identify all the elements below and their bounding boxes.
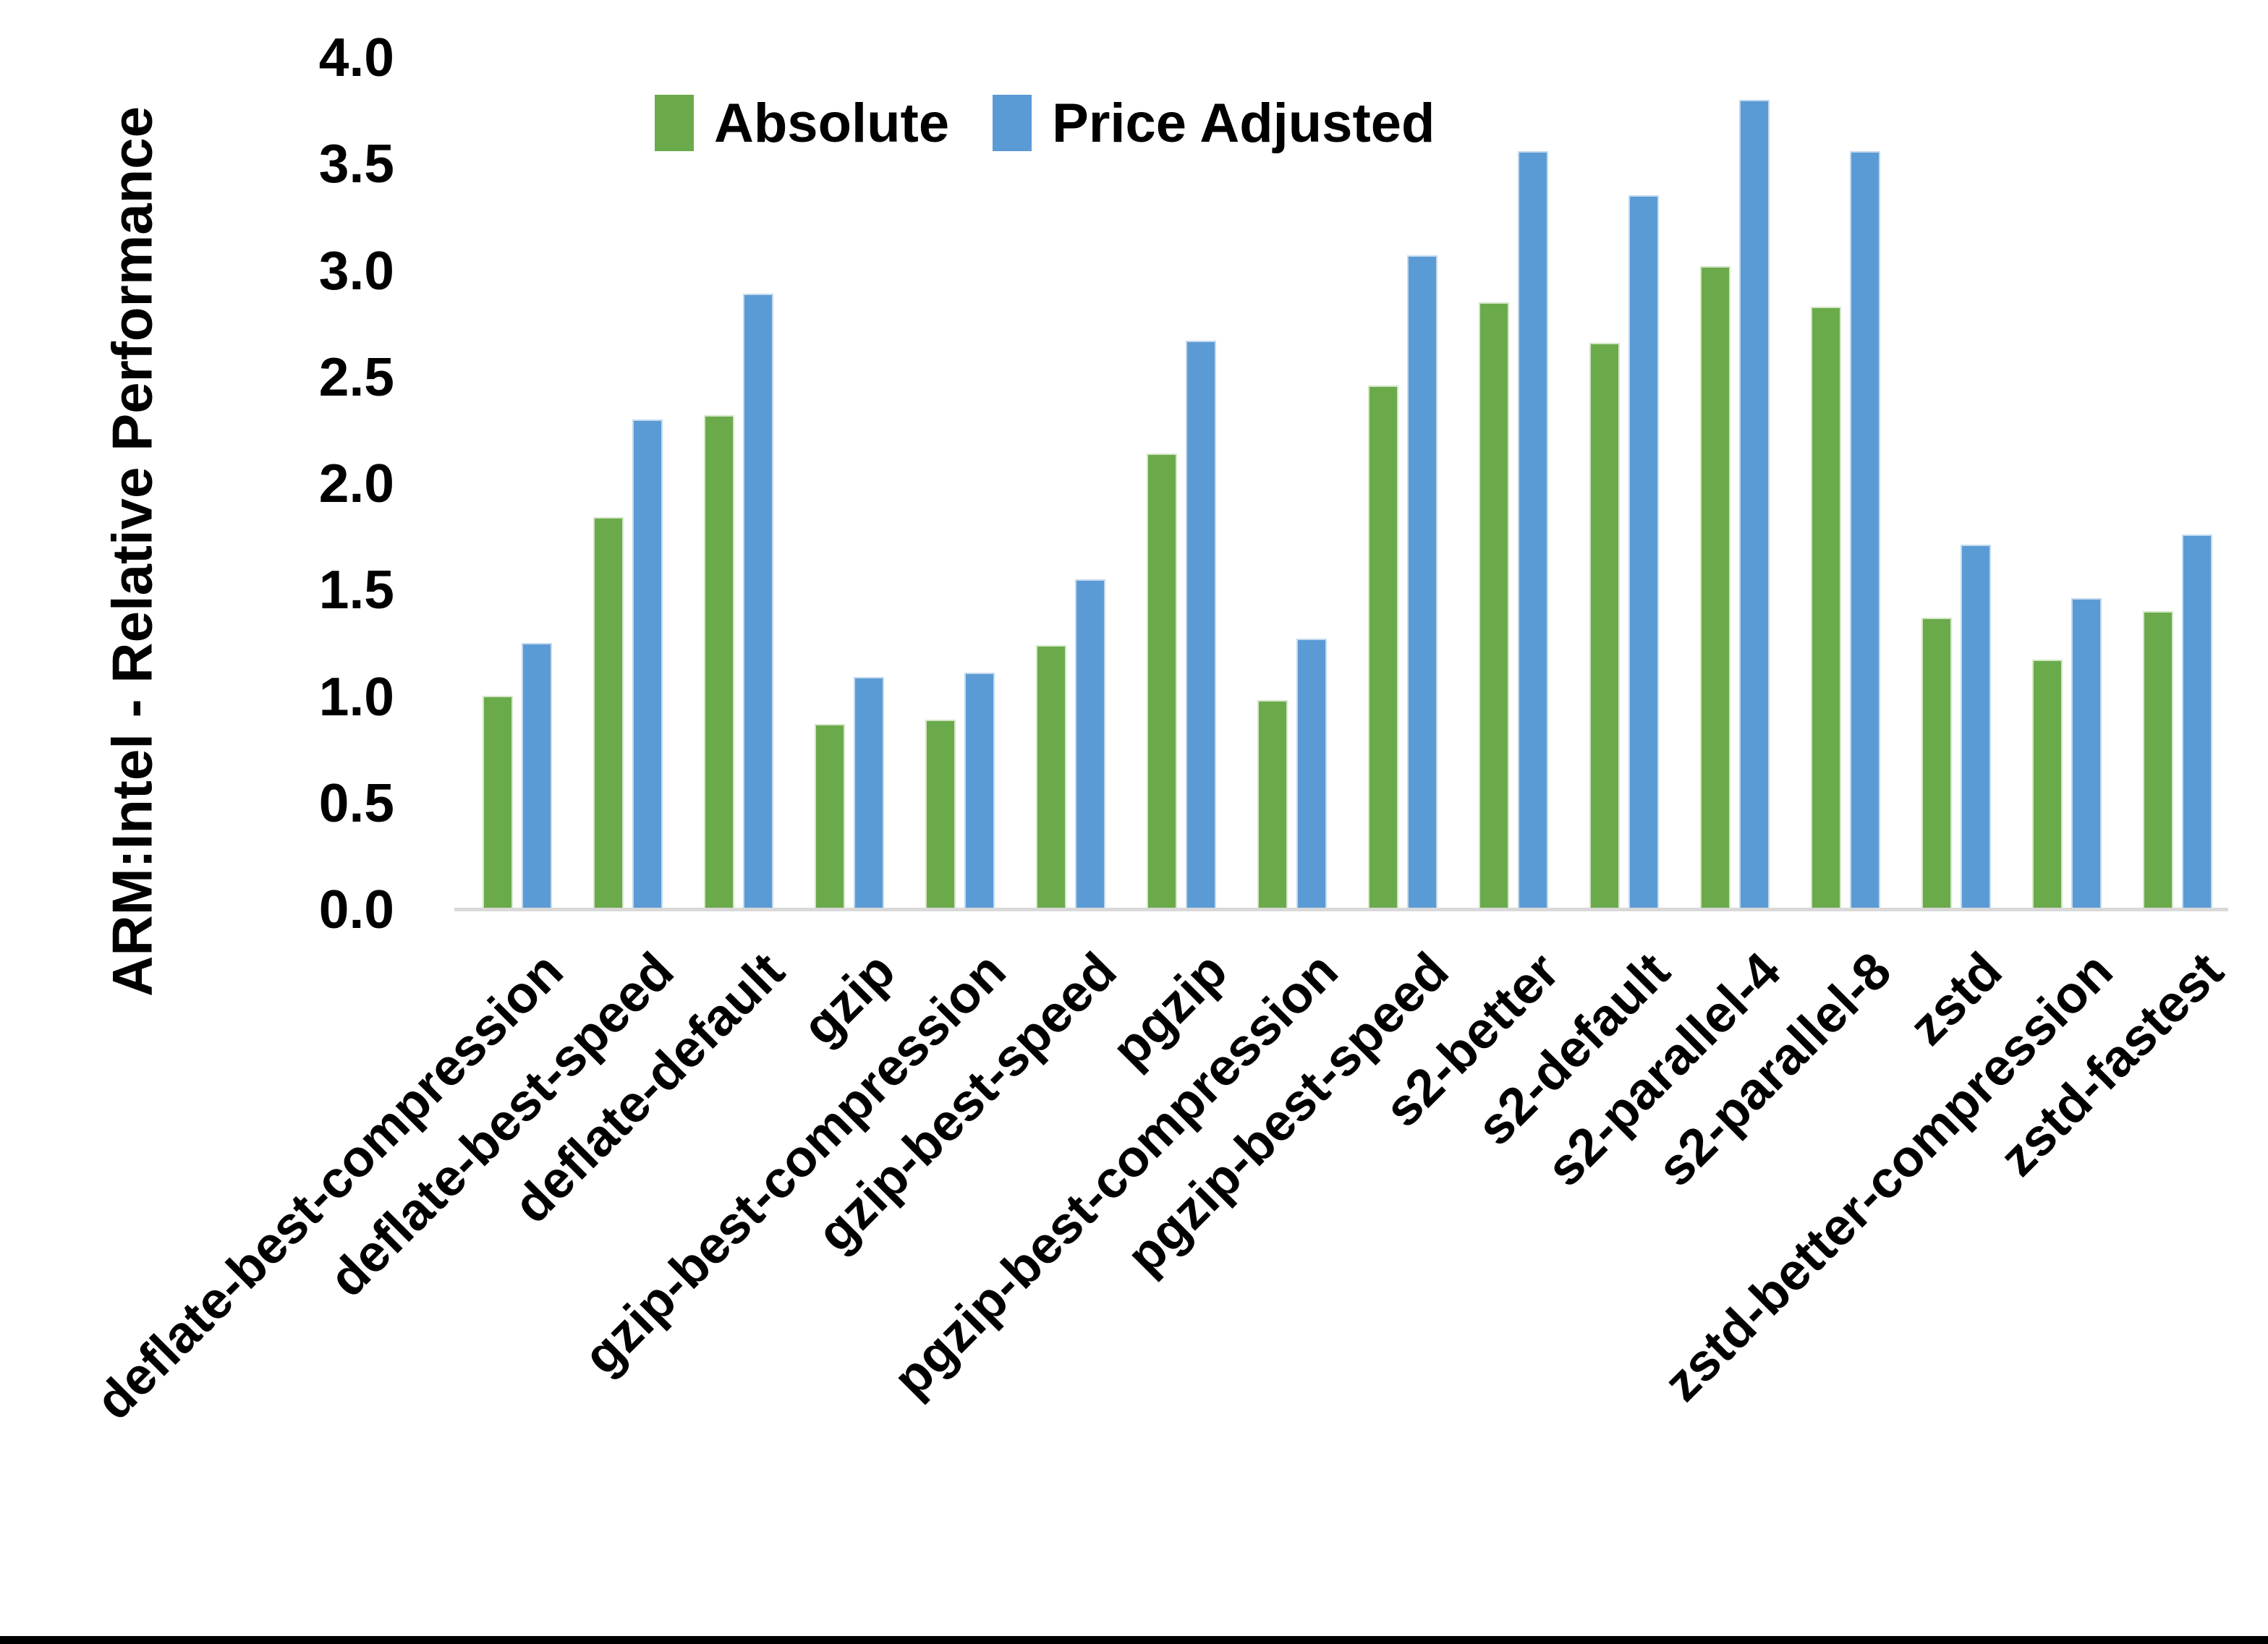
legend-label-price-adjusted: Price Adjusted [1052, 92, 1435, 154]
legend-swatch-price-adjusted [993, 95, 1032, 151]
y-tick-label: 2.5 [318, 346, 394, 407]
legend-item-absolute: Absolute [655, 92, 949, 155]
bar-price-adjusted-zstd-better-compression [2071, 598, 2102, 909]
y-tick-label: 1.5 [318, 559, 394, 621]
bar-price-adjusted-deflate-best-speed [632, 419, 663, 909]
bar-price-adjusted-zstd [1961, 545, 1991, 909]
legend-swatch-absolute [655, 95, 694, 151]
bar-absolute-zstd-fastest [2143, 611, 2173, 909]
bar-absolute-s2-parallel-4 [1700, 266, 1730, 909]
figure-bottom-border [0, 1636, 2268, 1644]
bar-price-adjusted-gzip [854, 677, 884, 909]
bar-absolute-gzip-best-compression [925, 720, 956, 909]
bar-absolute-pgzip-best-speed [1368, 386, 1398, 909]
bar-price-adjusted-zstd-fastest [2182, 534, 2212, 909]
bar-absolute-deflate-default [704, 415, 734, 909]
bar-price-adjusted-pgzip-best-speed [1407, 255, 1437, 909]
bar-price-adjusted-s2-better [1518, 151, 1548, 909]
bar-absolute-pgzip-best-compression [1257, 700, 1288, 909]
bar-price-adjusted-gzip-best-compression [964, 673, 995, 909]
bar-absolute-gzip-best-speed [1036, 645, 1066, 909]
y-axis-title: ARM:Intel - Relative Performance [100, 106, 164, 997]
y-tick-label: 4.0 [318, 27, 394, 88]
y-tick-label: 0.5 [318, 772, 394, 833]
bar-price-adjusted-pgzip [1186, 341, 1216, 909]
bar-price-adjusted-pgzip-best-compression [1296, 639, 1327, 909]
bar-absolute-s2-parallel-8 [1811, 307, 1841, 909]
bar-absolute-deflate-best-compression [483, 696, 513, 909]
bar-absolute-s2-better [1479, 302, 1509, 909]
bar-price-adjusted-s2-parallel-8 [1850, 151, 1880, 909]
bar-absolute-s2-default [1589, 343, 1620, 909]
y-tick-label: 2.0 [318, 453, 394, 514]
y-tick-label: 1.0 [318, 665, 394, 727]
legend: Absolute Price Adjusted [655, 87, 1435, 159]
bar-price-adjusted-gzip-best-speed [1075, 579, 1105, 909]
y-tick-label: 3.0 [318, 239, 394, 301]
bar-absolute-pgzip [1147, 453, 1177, 909]
y-tick-label: 0.0 [318, 879, 394, 940]
legend-label-absolute: Absolute [714, 92, 950, 154]
bar-price-adjusted-s2-parallel-4 [1739, 100, 1770, 909]
bar-absolute-gzip [815, 724, 845, 909]
legend-item-price-adjusted: Price Adjusted [993, 92, 1435, 155]
bar-absolute-zstd [1921, 618, 1952, 909]
y-tick-label: 3.5 [318, 133, 394, 195]
bar-absolute-deflate-best-speed [593, 517, 624, 909]
bar-absolute-zstd-better-compression [2032, 660, 2063, 909]
x-axis-line [454, 908, 2228, 911]
bar-price-adjusted-s2-default [1628, 195, 1659, 909]
bar-price-adjusted-deflate-default [743, 294, 773, 909]
bar-price-adjusted-deflate-best-compression [522, 643, 552, 909]
